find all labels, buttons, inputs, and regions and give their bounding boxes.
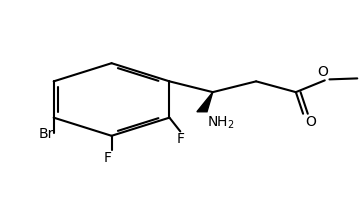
- Text: Br: Br: [38, 127, 54, 141]
- Polygon shape: [197, 92, 213, 112]
- Text: O: O: [305, 115, 316, 129]
- Text: O: O: [317, 65, 328, 79]
- Text: F: F: [176, 132, 184, 146]
- Text: F: F: [104, 151, 112, 166]
- Text: NH$_2$: NH$_2$: [207, 115, 235, 131]
